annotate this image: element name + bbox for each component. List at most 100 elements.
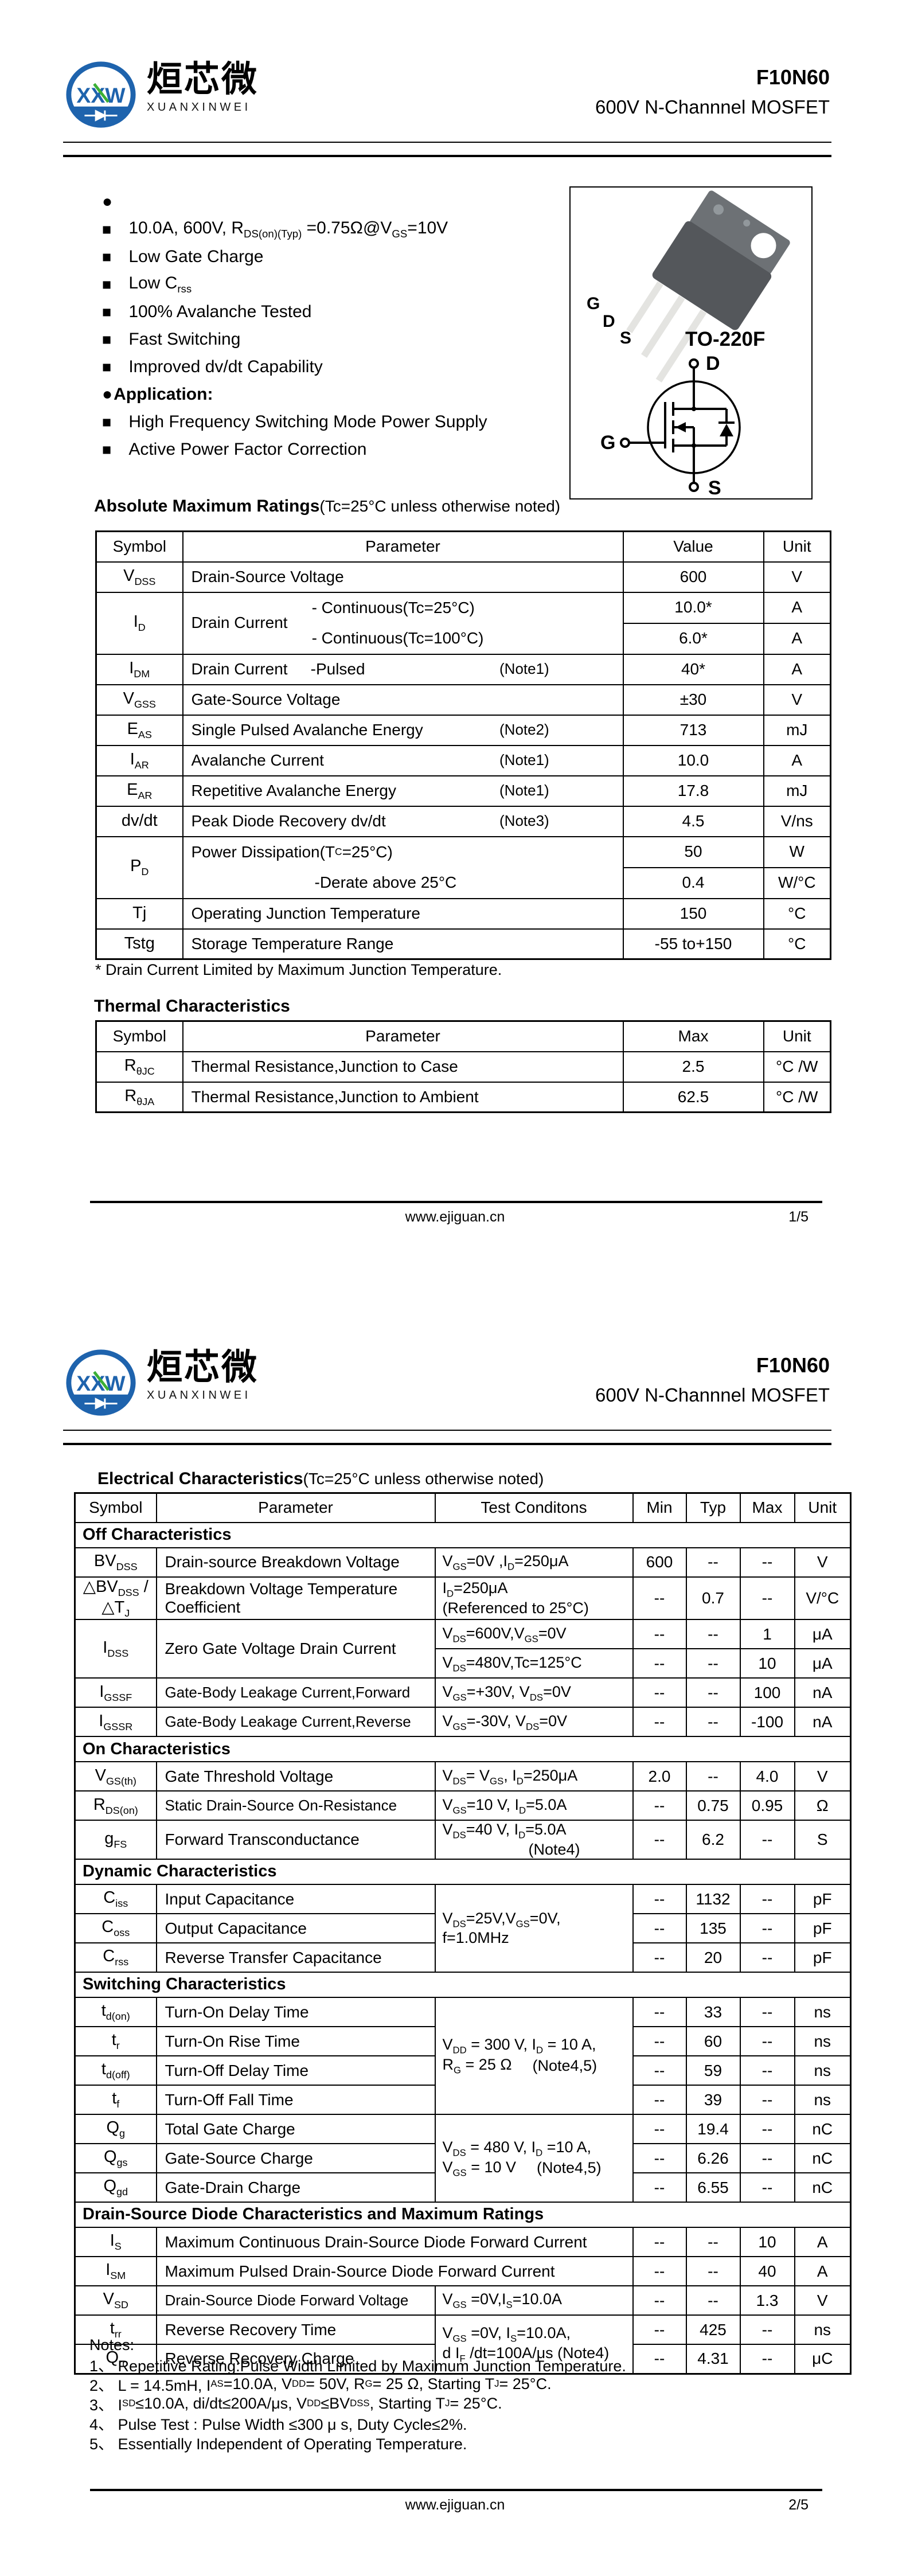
- parameter-cell: Storage Temperature Range: [182, 928, 624, 960]
- condition-cell: VGS=-30V, VDS=0V: [434, 1707, 634, 1738]
- note-item: 4、 Pulse Test : Pulse Width ≤300 μ s, Du…: [89, 2415, 467, 2433]
- min-cell: --: [632, 2085, 687, 2116]
- square-bullet-icon: ■: [102, 275, 112, 293]
- section-row: Switching Characteristics: [74, 1972, 852, 1999]
- condition-text: (Referenced to 25°C): [442, 1599, 589, 1617]
- feature-item: ■ 10.0A, 600V, RDS(on)(Typ) =0.75Ω@VGS=10…: [102, 216, 487, 243]
- min-cell: --: [632, 2285, 687, 2316]
- condition-cell: VDS= VGS, ID=250μA: [434, 1761, 634, 1792]
- unit-cell: A: [763, 653, 831, 685]
- parameter-cell: Gate-Drain Charge: [155, 2172, 436, 2203]
- parameter-cell: Maximum Continuous Drain-Source Diode Fo…: [155, 2227, 634, 2258]
- unit-cell: °C: [763, 928, 831, 960]
- notes-label: Notes:: [89, 2336, 135, 2353]
- typ-cell: 20: [685, 1942, 741, 1973]
- unit-cell: Ω: [794, 1790, 852, 1821]
- parameter-cell: Turn-On Rise Time: [155, 2026, 436, 2057]
- condition-cell: VDS=25V,VGS=0V, f=1.0MHz: [434, 1884, 634, 1973]
- value-cell: 713: [622, 714, 764, 746]
- unit-cell: nC: [794, 2143, 852, 2174]
- min-cell: --: [632, 1820, 687, 1860]
- unit-cell: V: [763, 684, 831, 716]
- table-row: Qrr Reverse Recovery Charge -- 4.31 -- μ…: [74, 2344, 852, 2375]
- table-row: Ciss Input Capacitance VDS=25V,VGS=0V, f…: [74, 1884, 852, 1973]
- condition-text: VDD = 300 V, ID = 10 A,: [442, 2036, 596, 2056]
- brand-name-en: XUANXINWEI: [147, 101, 251, 114]
- max-cell: --: [739, 1997, 795, 2028]
- unit-cell: mJ: [763, 714, 831, 746]
- square-bullet-icon: ■: [102, 358, 112, 376]
- ec-heading: Electrical Characteristics(Tc=25°C unles…: [97, 1469, 544, 1489]
- min-cell: --: [632, 1707, 687, 1738]
- table-row: IGSSF Gate-Body Leakage Current,Forward …: [74, 1677, 852, 1708]
- section-row: On Characteristics: [74, 1736, 852, 1763]
- min-cell: --: [632, 1677, 687, 1708]
- amr-title-suffix: (Tc=25°C unless otherwise noted): [319, 497, 561, 515]
- parameter-cell: Repetitive Avalanche Energy (Note1): [182, 775, 624, 807]
- symbol-cell: Tstg: [95, 928, 183, 960]
- table-row: ID Drain Current - Continuous(Tc=25°C) -…: [95, 591, 831, 655]
- table-row: Tstg Storage Temperature Range -55 to+15…: [95, 928, 831, 960]
- parameter-cell: Reverse Recovery Charge: [155, 2344, 436, 2375]
- note-label: (Note1): [499, 782, 549, 799]
- mosfet-terminal-g: G: [600, 432, 615, 454]
- max-cell: 4.0: [739, 1761, 795, 1792]
- parameter-cell: Drain Current - Continuous(Tc=25°C) - Co…: [182, 591, 624, 655]
- product-subtitle: 600V N-Channnel MOSFET: [595, 1384, 830, 1406]
- condition-cell: VDS=40 V, ID=5.0A (Note4): [434, 1820, 634, 1860]
- value-cell: 6.0*: [622, 622, 764, 655]
- typ-cell: --: [685, 1619, 741, 1650]
- bullet-dot-icon: ●: [102, 385, 113, 404]
- min-cell: --: [632, 1913, 687, 1944]
- max-cell: --: [739, 2026, 795, 2057]
- typ-cell: 4.31: [685, 2344, 741, 2375]
- max-cell: -100: [739, 1707, 795, 1738]
- feature-text: Improved dv/dt Capability: [128, 357, 323, 376]
- symbol-cell: RθJA: [95, 1081, 183, 1113]
- table-row: VDSS Drain-Source Voltage 600 V: [95, 561, 831, 593]
- package-pin-label-s: S: [620, 329, 631, 348]
- table-row: Crss Reverse Transfer Capacitance -- 20 …: [74, 1942, 852, 1973]
- symbol-cell: VGSS: [95, 684, 183, 716]
- part-number: F10N60: [756, 1353, 830, 1377]
- unit-cell: μA: [794, 1648, 852, 1679]
- package-screw-dot: [713, 204, 724, 215]
- parameter-cell: Reverse Transfer Capacitance: [155, 1942, 436, 1973]
- table-row: Qgd Gate-Drain Charge -- 6.55 -- nC: [74, 2172, 852, 2203]
- max-cell: 40: [739, 2256, 795, 2287]
- parameter-cell: Avalanche Current (Note1): [182, 744, 624, 776]
- symbol-cell: VGS(th): [74, 1761, 157, 1792]
- table-row: gFS Forward Transconductance VDS=40 V, I…: [74, 1820, 852, 1860]
- condition-cell: VDS=480V,Tc=125°C: [434, 1648, 634, 1679]
- symbol-cell: Tj: [95, 897, 183, 930]
- unit-cell: °C: [763, 897, 831, 930]
- symbol-cell: EAS: [95, 714, 183, 746]
- mosfet-terminal-s: S: [708, 477, 721, 498]
- unit-cell: V/ns: [763, 805, 831, 837]
- note-label: (Note4,5): [537, 2159, 602, 2177]
- application-item: ■ High Frequency Switching Mode Power Sup…: [102, 408, 487, 436]
- table-row: IAR Avalanche Current (Note1) 10.0 A: [95, 744, 831, 776]
- typ-cell: 0.7: [685, 1576, 741, 1621]
- unit-cell: °C /W: [763, 1081, 831, 1113]
- condition-text: VDS=40 V, ID=5.0A: [442, 1821, 567, 1841]
- typ-cell: 59: [685, 2055, 741, 2086]
- footer-rule: [90, 1201, 822, 1203]
- symbol-cell: dv/dt: [95, 805, 183, 837]
- package-lead: [626, 281, 663, 334]
- parameter-text: -Derate above 25°C: [314, 873, 457, 891]
- table-row: VSD Drain-Source Diode Forward Voltage V…: [74, 2285, 852, 2316]
- symbol-cell: Qrr: [74, 2344, 157, 2375]
- col-symbol: Symbol: [95, 530, 183, 563]
- package-mounting-hole: [751, 233, 776, 259]
- table-row: Qgs Gate-Source Charge -- 6.26 -- nC: [74, 2143, 852, 2174]
- parameter-cell: Peak Diode Recovery dv/dt (Note3): [182, 805, 624, 837]
- amr-table: Symbol Parameter Value Unit VDSS Drain-S…: [95, 530, 831, 960]
- section-row: Off Characteristics: [74, 1521, 852, 1548]
- col-value: Value: [622, 530, 764, 563]
- unit-cell: nA: [794, 1707, 852, 1738]
- header-logo: XXW 烜芯微 XUANXINWEI: [64, 61, 259, 131]
- note-label: (Note1): [499, 751, 549, 769]
- table-row: 0.4 W/°C: [96, 867, 831, 899]
- table-row: Coss Output Capacitance -- 135 -- pF: [74, 1913, 852, 1944]
